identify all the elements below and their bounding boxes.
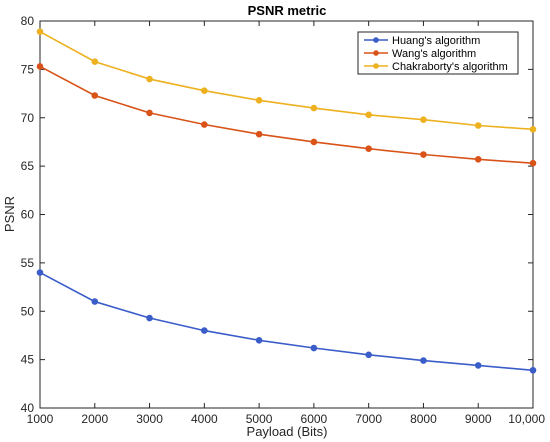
legend-entry: Huang's algorithm [364,35,480,47]
data-point [420,151,427,158]
x-tick-label: 6000 [301,412,328,426]
data-point [255,130,263,138]
y-tick-label: 60 [21,208,35,222]
data-point [474,122,482,129]
axes-box [39,20,534,409]
data-point [365,111,372,119]
data-point [529,366,537,374]
y-tick-label: 40 [21,401,35,415]
legend-label: Huang's algorithm [392,35,480,47]
legend-entry: Chakraborty's algorithm [364,61,508,73]
data-point [91,58,99,65]
y-axis-label: PSNR [2,196,17,232]
y-tick-label: 55 [21,256,35,270]
data-point [474,156,482,163]
y-tick-label: 50 [21,304,35,318]
data-point [310,344,318,352]
data-point [255,97,263,104]
x-tick-label: 4000 [191,412,218,426]
data-point [146,314,153,322]
x-tick-label: 2000 [81,412,108,426]
data-point [36,269,44,276]
data-point [474,362,482,369]
x-tick-label: 10,000 [508,412,545,426]
series-line [39,271,534,372]
legend-swatch-marker [373,63,379,69]
data-point [310,138,318,146]
y-tick-label: 80 [21,14,35,28]
series-line [39,30,534,131]
y-tick-label: 65 [21,159,35,173]
data-point [365,145,372,153]
data-point [91,92,99,99]
data-point [420,116,427,123]
data-point [146,75,153,83]
data-point [146,109,153,117]
data-point [201,121,208,128]
y-tick-label: 45 [21,353,35,367]
x-axis-label: Payload (Bits) [247,424,328,439]
chart-title: PSNR metric [248,3,327,18]
data-point [365,351,372,359]
series-2 [36,28,537,133]
y-tick-label: 75 [21,62,35,76]
legend-label: Wang's algorithm [392,48,476,60]
data-point [529,126,537,133]
legend-swatch-marker [373,37,379,43]
legend-swatch-marker [373,50,379,56]
data-point [255,336,263,344]
x-tick-label: 9000 [465,412,492,426]
data-point [201,327,208,334]
y-tick-label: 70 [21,111,35,125]
data-point [420,357,427,364]
series-line [39,65,534,165]
legend-entry: Wang's algorithm [364,48,476,60]
legend-label: Chakraborty's algorithm [392,61,508,73]
plot-area: 40 45 50 55 60 65 70 75 80 1000 2000 3000 4000 5000 60… [21,14,546,426]
series-0 [36,269,537,374]
x-tick-label: 3000 [136,412,163,426]
data-point [91,298,99,305]
data-point [36,28,44,35]
series-1 [36,63,537,167]
x-tick-label: 5000 [246,412,273,426]
x-tick-label: 7000 [355,412,382,426]
x-tick-label: 1000 [27,412,54,426]
data-point [310,104,318,112]
x-tick-label: 8000 [410,412,437,426]
data-point [201,87,208,94]
data-point [36,63,44,70]
data-point [529,159,537,167]
